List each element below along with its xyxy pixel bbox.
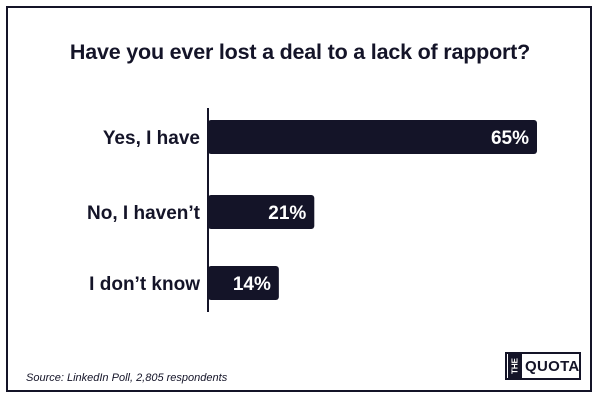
bar-2 [208, 266, 279, 300]
category-label-2: I don’t know [89, 274, 200, 295]
bar-1 [208, 195, 315, 229]
the-quota-logo: THE QUOTA [505, 352, 581, 380]
logo-the-text: THE [508, 354, 522, 378]
value-label-2: 14% [233, 274, 271, 295]
source-note: Source: LinkedIn Poll, 2,805 respondents [26, 372, 228, 384]
category-label-1: No, I haven’t [87, 203, 201, 224]
logo-quota-text: QUOTA [525, 357, 580, 375]
chart-title: Have you ever lost a deal to a lack of r… [69, 40, 531, 64]
category-label-0: Yes, I have [103, 128, 200, 149]
value-label-0: 65% [491, 128, 529, 149]
value-label-1: 21% [268, 203, 306, 224]
bar-0 [208, 120, 537, 154]
